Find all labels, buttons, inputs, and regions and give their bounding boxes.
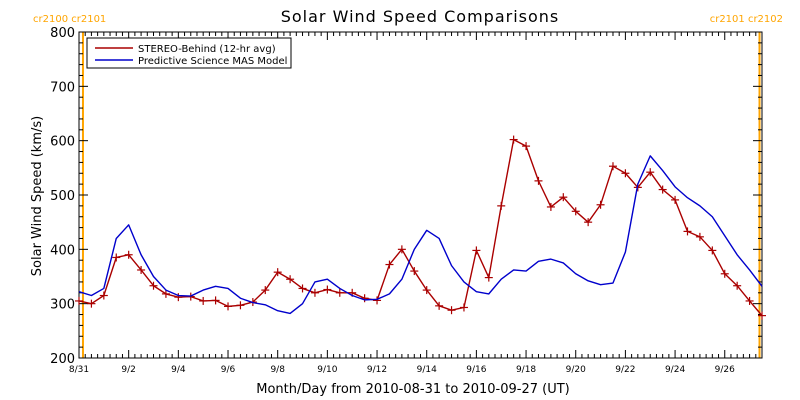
data-point bbox=[261, 286, 270, 295]
data-point bbox=[397, 245, 406, 254]
data-point bbox=[422, 286, 431, 295]
data-point bbox=[720, 269, 729, 278]
data-point bbox=[484, 273, 493, 282]
data-point bbox=[149, 281, 158, 290]
data-point bbox=[323, 285, 332, 294]
data-point bbox=[509, 135, 518, 144]
data-point bbox=[161, 289, 170, 298]
legend: STEREO-Behind (12-hr avg)Predictive Scie… bbox=[86, 37, 292, 69]
x-tick-label: 8/31 bbox=[69, 365, 89, 375]
series-line bbox=[78, 138, 763, 317]
data-point bbox=[447, 306, 456, 315]
x-tick-label: 9/22 bbox=[615, 365, 635, 375]
data-point bbox=[236, 301, 245, 310]
data-point bbox=[75, 296, 83, 305]
x-tick-label: 9/24 bbox=[665, 365, 685, 375]
data-point bbox=[683, 227, 692, 236]
data-point bbox=[522, 142, 531, 151]
rotation-marker-label: cr2101 cr2102 bbox=[710, 14, 783, 25]
data-point bbox=[385, 260, 394, 269]
y-tick-label: 800 bbox=[50, 26, 75, 41]
data-point bbox=[733, 281, 742, 290]
y-tick-label: 500 bbox=[50, 189, 75, 204]
data-point bbox=[87, 299, 96, 308]
data-point bbox=[534, 176, 543, 185]
data-point bbox=[435, 301, 444, 310]
data-point bbox=[546, 202, 555, 211]
data-point bbox=[124, 250, 133, 259]
data-point bbox=[559, 193, 568, 202]
data-point bbox=[335, 288, 344, 297]
legend-box bbox=[86, 37, 292, 69]
plot-frame bbox=[78, 31, 763, 359]
data-point bbox=[658, 185, 667, 194]
x-tick-label: 9/26 bbox=[715, 365, 735, 375]
x-tick-label: 9/4 bbox=[171, 365, 186, 375]
x-tick-label: 9/6 bbox=[221, 365, 236, 375]
series-mas-model bbox=[78, 155, 763, 315]
data-point bbox=[584, 218, 593, 227]
x-axis-label: Month/Day from 2010-08-31 to 2010-09-27 … bbox=[256, 382, 569, 397]
data-point bbox=[211, 296, 220, 305]
data-point bbox=[99, 291, 108, 300]
x-tick-label: 9/16 bbox=[466, 365, 486, 375]
data-point bbox=[608, 162, 617, 171]
data-point bbox=[373, 296, 382, 305]
data-point bbox=[646, 168, 655, 177]
x-tick-label: 9/2 bbox=[121, 365, 135, 375]
data-point bbox=[410, 267, 419, 276]
data-point bbox=[137, 265, 146, 274]
x-tick-label: 9/8 bbox=[270, 365, 285, 375]
data-point bbox=[310, 288, 319, 297]
y-tick-label: 400 bbox=[50, 243, 75, 258]
data-point bbox=[286, 275, 295, 284]
y-tick-label: 200 bbox=[50, 352, 75, 367]
y-tick-label: 300 bbox=[50, 298, 75, 313]
chart-title: Solar Wind Speed Comparisons bbox=[281, 7, 560, 26]
y-axis-label: Solar Wind Speed (km/s) bbox=[30, 116, 45, 276]
data-point bbox=[745, 296, 754, 305]
x-tick-label: 9/20 bbox=[566, 365, 586, 375]
data-point bbox=[199, 296, 208, 305]
data-point bbox=[708, 246, 717, 255]
x-tick-label: 9/12 bbox=[367, 365, 387, 375]
y-tick-label: 700 bbox=[50, 80, 75, 95]
data-point bbox=[671, 195, 680, 204]
data-point bbox=[497, 201, 506, 210]
data-point bbox=[273, 268, 282, 277]
data-point bbox=[174, 293, 183, 302]
legend-label: Predictive Science MAS Model bbox=[138, 56, 287, 67]
x-tick-label: 9/18 bbox=[516, 365, 536, 375]
data-point bbox=[298, 284, 307, 293]
data-point bbox=[224, 302, 233, 311]
y-tick-label: 600 bbox=[50, 135, 75, 150]
data-point bbox=[596, 200, 605, 209]
data-point bbox=[621, 169, 630, 178]
series-stereo-behind bbox=[75, 135, 766, 320]
series-line bbox=[78, 155, 763, 315]
data-point bbox=[459, 303, 468, 312]
data-point bbox=[571, 207, 580, 216]
x-tick-label: 9/14 bbox=[417, 365, 437, 375]
x-tick-label: 9/10 bbox=[317, 365, 337, 375]
data-point bbox=[112, 253, 121, 262]
legend-label: STEREO-Behind (12-hr avg) bbox=[138, 44, 276, 55]
data-point bbox=[758, 311, 766, 320]
rotation-marker-label: cr2100 cr2101 bbox=[33, 14, 106, 25]
data-point bbox=[472, 246, 481, 255]
data-point bbox=[695, 232, 704, 241]
